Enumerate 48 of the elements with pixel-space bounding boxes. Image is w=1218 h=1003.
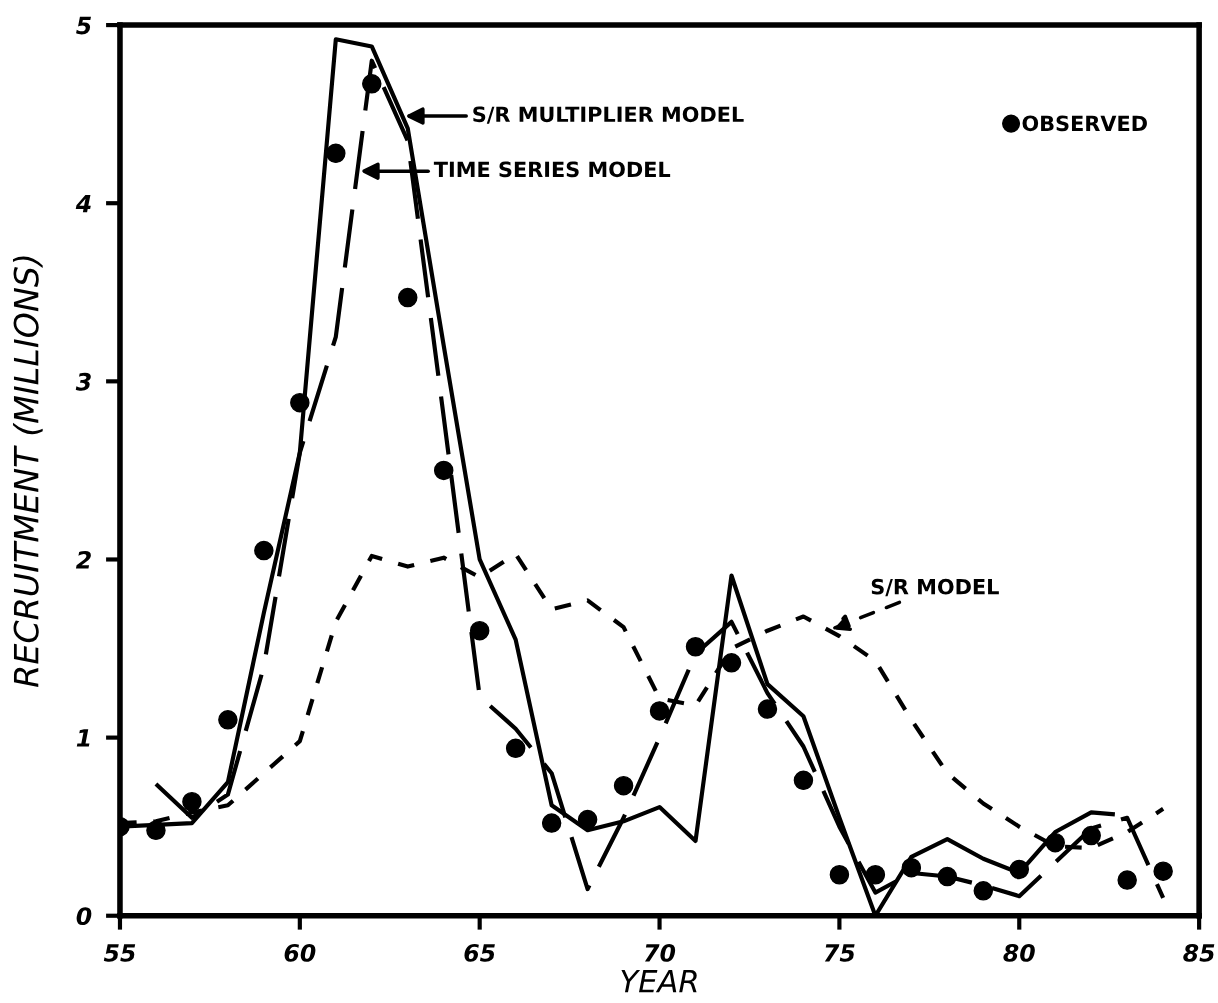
point	[1045, 832, 1065, 853]
y-tick-label: 2	[75, 550, 91, 569]
point	[1117, 870, 1137, 890]
point	[829, 865, 850, 885]
x-tick-label: 60	[284, 943, 316, 962]
point	[146, 820, 166, 840]
legend-label: TIME SERIES MODEL	[433, 161, 671, 178]
point	[685, 637, 706, 657]
x-axis-title: YEAR	[621, 970, 697, 993]
point	[757, 699, 778, 719]
y-tick-label: 5	[76, 16, 91, 35]
point	[1081, 825, 1101, 846]
x-tick-label: 70	[644, 943, 676, 962]
legend-label: OBSERVED	[1022, 115, 1147, 132]
point	[182, 791, 202, 812]
text: S/R MODEL	[871, 578, 999, 597]
point	[577, 809, 598, 830]
point	[290, 392, 310, 413]
legend-label: S/R MULTIPLIER MODEL	[473, 106, 744, 124]
point	[397, 287, 418, 308]
point	[613, 775, 634, 796]
point	[937, 866, 958, 887]
y-tick-label: 3	[75, 372, 91, 391]
x-tick-label: 55	[103, 944, 136, 962]
x-tick-label: 85	[1183, 943, 1215, 962]
point	[469, 620, 490, 641]
point	[326, 143, 346, 164]
y-tick-label: 0	[76, 907, 92, 926]
x-tick-label: 80	[1003, 943, 1035, 962]
point	[362, 74, 382, 94]
point	[973, 881, 994, 901]
y-tick-label: 1	[76, 729, 90, 747]
point	[254, 540, 274, 561]
point	[218, 710, 238, 730]
point	[865, 865, 886, 885]
point	[901, 857, 922, 878]
point	[433, 460, 454, 481]
y-tick-label: 4	[75, 194, 91, 213]
point	[505, 738, 526, 759]
x-tick-label: 65	[464, 943, 495, 962]
point	[1009, 859, 1030, 880]
point	[541, 813, 562, 833]
x-tick-label: 75	[824, 944, 855, 962]
point	[721, 653, 742, 673]
point	[1153, 861, 1173, 881]
point	[649, 701, 670, 721]
point	[793, 770, 814, 791]
y-axis-title: RECRUITMENT (MILLIONS)	[12, 256, 43, 687]
